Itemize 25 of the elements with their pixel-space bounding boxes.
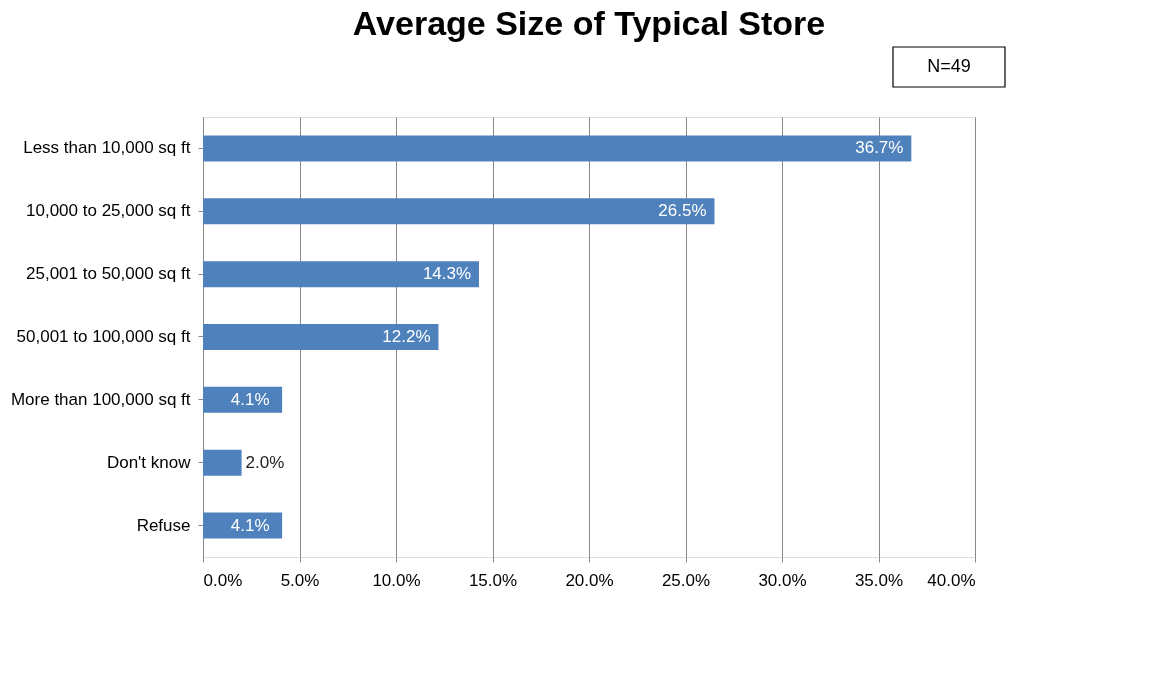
x-tick-label: 0.0% <box>203 570 243 590</box>
x-tick-label: 5.0% <box>280 570 320 590</box>
x-tick-label: 25.0% <box>661 570 711 590</box>
data-label: 14.3% <box>422 264 472 284</box>
text: N=49 <box>927 56 971 76</box>
y-tick-label: 25,001 to 50,000 sq ft <box>26 264 191 284</box>
y-tick-label: Less than 10,000 sq ft <box>23 138 191 158</box>
x-tick-label: 20.0% <box>565 570 614 590</box>
data-label: 4.1% <box>230 515 270 535</box>
data-label: 12.2% <box>382 327 431 346</box>
data-label: 4.1% <box>230 389 270 409</box>
y-tick-label: Refuse <box>136 515 191 535</box>
x-tick-label: 30.0% <box>758 570 807 590</box>
data-label: 2.0% <box>245 452 285 472</box>
y-tick-label: Don't know <box>106 452 192 472</box>
x-tick-label: 35.0% <box>854 570 904 590</box>
y-tick-label: More than 100,000 sq ft <box>10 389 191 409</box>
y-tick-label: 50,001 to 100,000 sq ft <box>16 327 191 346</box>
data-label: 26.5% <box>658 201 707 221</box>
x-tick-label: 10.0% <box>372 570 421 590</box>
x-tick-label: 40.0% <box>927 570 976 590</box>
y-tick-label: 10,000 to 25,000 sq ft <box>26 201 191 221</box>
data-label: 36.7% <box>855 138 904 158</box>
x-tick-label: 15.0% <box>468 570 518 590</box>
chart-title: Average Size of Typical Store <box>352 4 826 43</box>
